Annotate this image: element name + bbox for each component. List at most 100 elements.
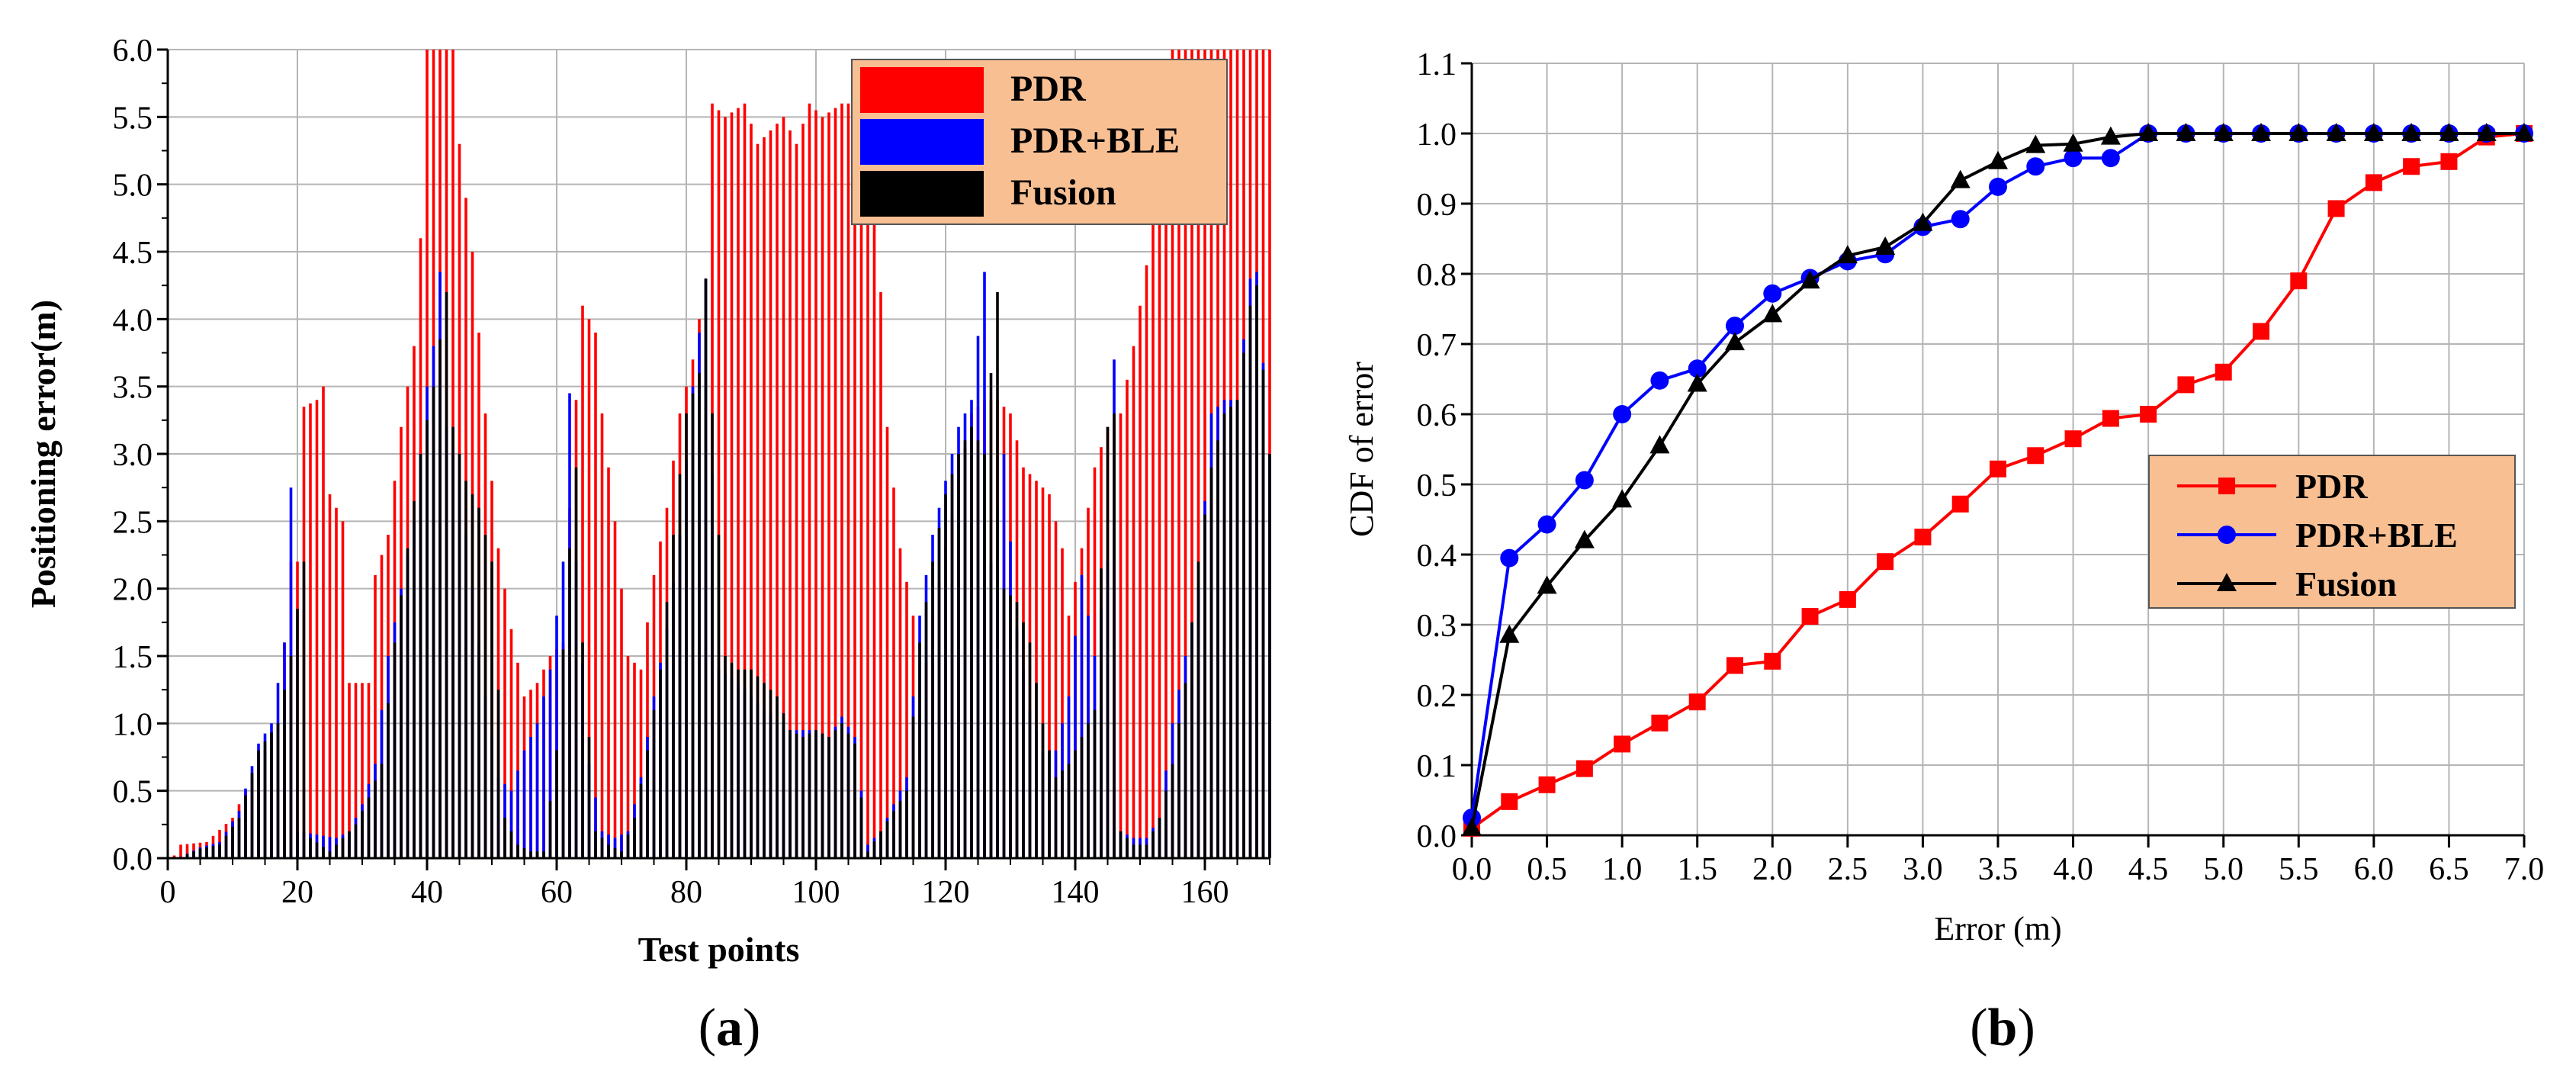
data-point: [1950, 169, 1971, 188]
data-point: [1988, 150, 2008, 169]
chart-b-caption: (b): [1970, 999, 2035, 1057]
legend-marker: [2217, 573, 2237, 591]
bar: [594, 831, 597, 858]
data-point: [2064, 149, 2083, 168]
data-point: [2363, 123, 2384, 141]
data-point: [1762, 304, 1783, 323]
bar: [866, 157, 869, 859]
legend-label: Fusion: [1010, 172, 1116, 213]
bar: [795, 143, 798, 858]
bar: [750, 124, 753, 858]
bar: [1126, 838, 1129, 858]
data-point: [2215, 363, 2232, 381]
bar: [548, 800, 552, 858]
bar: [892, 811, 895, 858]
bar: [957, 454, 960, 858]
x-tick-label: 5.0: [2203, 852, 2244, 887]
bar: [496, 690, 500, 858]
bar: [898, 800, 902, 858]
bar: [483, 535, 487, 858]
x-tick-label: 40: [411, 875, 443, 910]
bar: [626, 835, 630, 858]
x-tick-label: 5.5: [2279, 852, 2319, 887]
y-tick-label: 0.7: [1417, 328, 1457, 363]
bar: [950, 474, 954, 858]
bar: [1145, 844, 1148, 858]
bar: [555, 616, 558, 858]
x-tick-label: 0.5: [1527, 852, 1567, 887]
bar: [840, 723, 843, 858]
bar: [918, 642, 921, 858]
data-point: [1462, 817, 1482, 836]
x-tick-label: 100: [792, 875, 840, 910]
bar: [743, 669, 747, 858]
bar: [516, 662, 519, 858]
bar: [717, 535, 721, 858]
bar: [1184, 50, 1187, 858]
bar: [335, 507, 338, 858]
bar: [1268, 454, 1271, 858]
bar: [451, 426, 454, 858]
bar: [924, 602, 928, 858]
bar: [613, 847, 617, 859]
bar: [1164, 790, 1168, 858]
data-point: [1575, 760, 1593, 777]
bar: [613, 838, 617, 858]
bar: [996, 292, 999, 858]
bar: [1184, 683, 1187, 858]
bar: [587, 737, 591, 858]
bar: [600, 838, 604, 858]
legend-swatch: [860, 119, 984, 165]
bar: [380, 555, 384, 858]
legend-label: PDR+BLE: [1010, 121, 1180, 161]
bar: [1054, 777, 1058, 858]
chart-b-ylabel: CDF of error: [1343, 362, 1380, 537]
bar: [1061, 548, 1064, 858]
bar: [503, 818, 506, 858]
bar: [231, 826, 234, 858]
bar: [1015, 602, 1019, 858]
bar: [626, 656, 630, 858]
bar: [639, 783, 643, 858]
bar: [1190, 50, 1193, 858]
bar: [529, 851, 532, 858]
x-tick-label: 160: [1181, 875, 1229, 910]
bar: [846, 103, 850, 858]
bar: [192, 851, 195, 858]
bar: [859, 130, 863, 858]
bar: [769, 130, 772, 858]
bar: [587, 319, 591, 858]
bar: [542, 696, 545, 858]
y-tick-label: 6.0: [113, 34, 153, 69]
y-tick-label: 0.3: [1417, 609, 1457, 644]
chart-b-xlabel: Error (m): [1934, 910, 2061, 947]
bar: [756, 676, 760, 858]
bar: [776, 124, 779, 858]
x-tick-label: 60: [541, 875, 573, 910]
bar: [1132, 346, 1135, 858]
bar: [426, 420, 429, 858]
bar: [581, 305, 584, 858]
bar: [328, 494, 332, 858]
data-point: [1763, 284, 1782, 303]
data-point: [2138, 123, 2159, 141]
y-tick-label: 1.0: [113, 707, 153, 742]
bar: [639, 669, 643, 858]
bar: [704, 278, 708, 858]
data-point: [2213, 123, 2234, 141]
bar: [1255, 285, 1258, 858]
bar: [224, 835, 228, 858]
legend-label: PDR+BLE: [2295, 516, 2458, 555]
bar: [315, 400, 319, 858]
bar: [620, 835, 623, 858]
bar: [659, 669, 662, 858]
data-point: [1688, 359, 1707, 378]
bar: [438, 339, 442, 858]
bar: [283, 690, 286, 858]
bar: [944, 494, 947, 858]
bar: [1222, 413, 1226, 858]
bar: [250, 773, 254, 858]
bar: [568, 548, 571, 858]
bar: [185, 854, 189, 858]
bar: [322, 847, 325, 858]
